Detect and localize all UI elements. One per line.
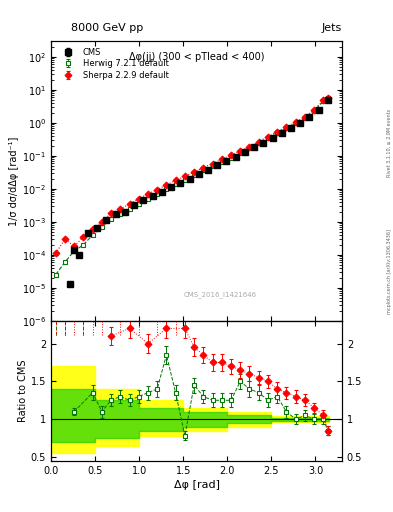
- Text: mcplots.cern.ch [arXiv:1306.3436]: mcplots.cern.ch [arXiv:1306.3436]: [387, 229, 391, 314]
- Legend: CMS, Herwig 7.2.1 default, Sherpa 2.2.9 default: CMS, Herwig 7.2.1 default, Sherpa 2.2.9 …: [55, 45, 171, 82]
- Text: 8000 GeV pp: 8000 GeV pp: [71, 23, 143, 33]
- Text: Rivet 3.1.10, ≥ 2.9M events: Rivet 3.1.10, ≥ 2.9M events: [387, 109, 391, 178]
- X-axis label: Δφ [rad]: Δφ [rad]: [173, 480, 220, 490]
- Text: Jets: Jets: [321, 23, 342, 33]
- Y-axis label: 1/σ dσ/dΔφ [rad⁻¹]: 1/σ dσ/dΔφ [rad⁻¹]: [9, 136, 19, 226]
- Text: Δφ(jj) (300 < pTlead < 400): Δφ(jj) (300 < pTlead < 400): [129, 52, 264, 62]
- Text: CMS_2016_I1421646: CMS_2016_I1421646: [183, 292, 256, 298]
- Y-axis label: Ratio to CMS: Ratio to CMS: [18, 359, 28, 422]
